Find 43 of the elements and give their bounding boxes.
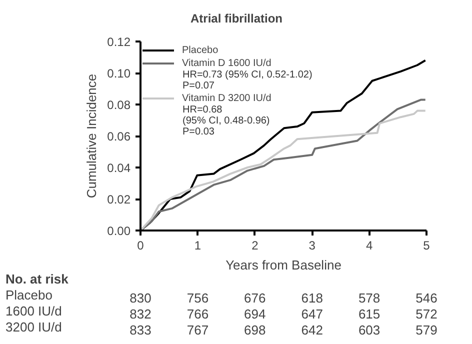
text: 615	[358, 306, 380, 322]
y-tick-label: 0.10	[107, 66, 131, 80]
x-tick-label: 3	[308, 238, 316, 252]
text: 603	[358, 322, 380, 338]
text: 546	[416, 290, 438, 306]
text: 572	[416, 306, 438, 322]
x-tick-label: 2	[252, 238, 259, 252]
annotation: HR=0.68 (95% CI, 0.48-0.96) P=0.03	[182, 104, 270, 138]
text: 642	[301, 322, 323, 338]
text: 579	[416, 322, 438, 338]
legend-label: Placebo	[182, 44, 218, 56]
y-tick-label: 0.08	[107, 98, 131, 112]
text: 578	[358, 290, 380, 306]
y-tick-label: 0.12	[107, 35, 131, 49]
annotation: HR=0.73 (95% CI, 0.52-1.02) P=0.07	[182, 70, 312, 92]
text: 756	[186, 290, 209, 306]
y-tick-label: 0.06	[107, 130, 131, 144]
x-tick-label: 0	[137, 238, 144, 252]
y-tick-label: 0.00	[107, 224, 131, 238]
text: 694	[244, 306, 266, 322]
text: 3200 IU/d	[6, 320, 62, 334]
text: 830	[130, 290, 152, 306]
text: 832	[130, 306, 152, 322]
text: 698	[244, 322, 266, 338]
text: 647	[301, 306, 323, 322]
text: No. at risk	[6, 272, 70, 286]
chart-title: Atrial fibrillation	[190, 12, 283, 26]
text: 676	[244, 290, 266, 306]
text: 766	[186, 306, 209, 322]
text: 1600 IU/d	[6, 304, 62, 318]
legend-label: Vitamin D 3200 IU/d	[182, 92, 272, 104]
text: 767	[186, 322, 209, 338]
y-tick-label: 0.02	[107, 192, 131, 206]
y-axis-title: Cumulative Incidence	[84, 74, 100, 198]
legend-label: Vitamin D 1600 IU/d	[182, 57, 272, 69]
x-axis-title: Years from Baseline	[226, 258, 342, 272]
text: 618	[301, 290, 323, 306]
text: Placebo	[6, 288, 52, 302]
text: 833	[130, 322, 152, 338]
x-tick-label: 1	[194, 238, 202, 252]
x-tick-label: 4	[366, 238, 373, 252]
y-tick-label: 0.04	[107, 161, 131, 175]
x-tick-label: 5	[423, 238, 430, 252]
